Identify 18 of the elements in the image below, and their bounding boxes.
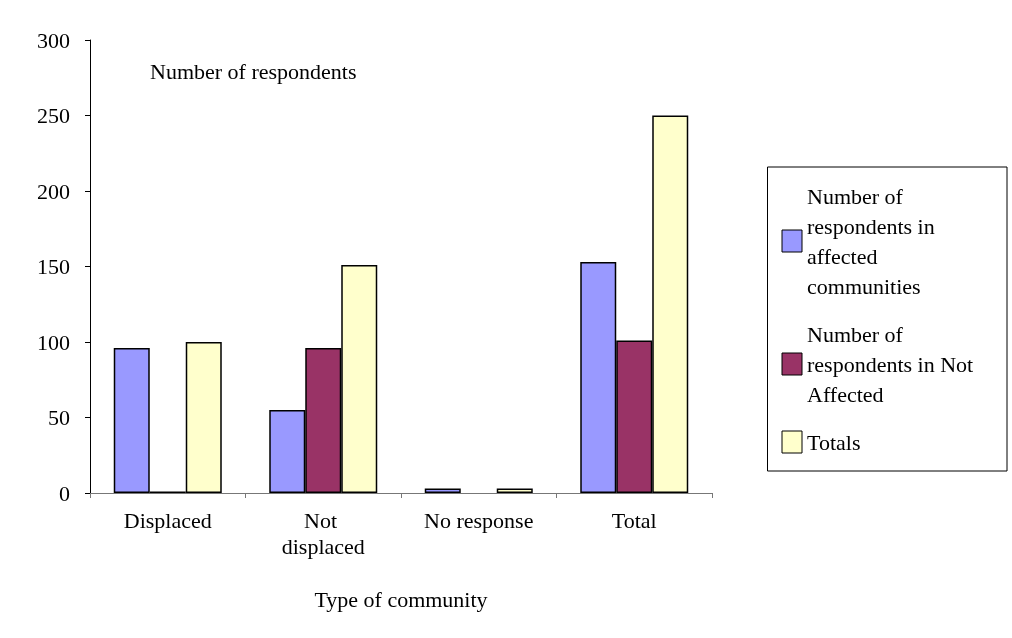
- y-tick-label: 200: [37, 178, 70, 204]
- y-tick-label: 300: [37, 27, 70, 53]
- legend-label: Number of respondents in Not Affected: [807, 321, 979, 407]
- y-tick-label: 100: [37, 329, 70, 355]
- y-tick-label: 0: [59, 480, 70, 506]
- legend-label: Totals: [807, 429, 861, 455]
- x-tick-label: Displaced: [123, 507, 212, 533]
- legend-label: Number of respondents in affected communities: [807, 183, 941, 299]
- x-tick-label: No response: [424, 507, 534, 533]
- bar: [424, 488, 461, 493]
- x-tick-label: Total: [611, 507, 657, 533]
- y-tick-label: 250: [37, 103, 70, 128]
- text: Number of respondents: [150, 58, 357, 84]
- x-axis-title: Type of community: [314, 586, 488, 612]
- y-tick-label: 150: [37, 254, 70, 279]
- y-tick-label: 50: [48, 405, 70, 430]
- x-tick-label: Not displaced: [281, 507, 365, 559]
- bar: [496, 488, 533, 493]
